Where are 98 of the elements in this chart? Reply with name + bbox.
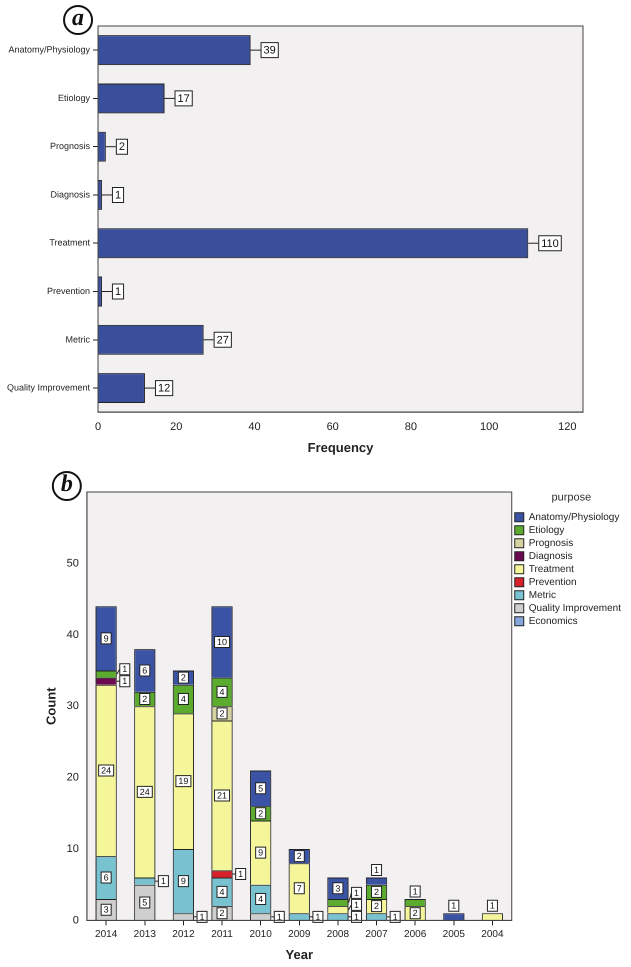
data-label: 3 (104, 904, 109, 915)
data-label: 1 (160, 876, 166, 886)
legend-label: Diagnosis (528, 550, 573, 562)
data-label: 1 (238, 868, 244, 879)
data-label: 1 (354, 888, 360, 898)
x-tick-label: 100 (480, 420, 498, 433)
data-label: 110 (541, 238, 559, 250)
x-tick-label: 0 (94, 420, 102, 433)
data-label: 21 (217, 790, 228, 800)
x-tick-label: 2005 (442, 929, 466, 940)
data-label: 9 (180, 876, 186, 886)
legend-label: Metric (528, 590, 556, 601)
legend-label: Anatomy/Physiology (528, 512, 620, 523)
data-label: 1 (114, 286, 122, 298)
legend-label: Etiology (528, 524, 564, 536)
data-label: 9 (104, 633, 109, 644)
data-label: 1 (354, 900, 360, 910)
x-tick-label: 2006 (404, 929, 427, 940)
y-tick-label: 0 (72, 914, 79, 926)
x-tick-label: 20 (170, 420, 182, 433)
data-label: 1 (354, 912, 360, 922)
data-label: 1 (412, 886, 418, 896)
legend-label: Quality Improvement (528, 602, 622, 614)
legend-label: Prognosis (528, 538, 574, 549)
x-axis-title: Year (286, 946, 314, 962)
data-label: 24 (101, 765, 112, 776)
data-label: 2 (118, 141, 125, 154)
text: b (60, 471, 73, 498)
data-label: 27 (216, 334, 229, 346)
y-tick-label: Diagnosis (50, 189, 91, 200)
data-label: 17 (178, 92, 190, 105)
legend-label: Treatment (528, 564, 574, 575)
x-tick-label: 2013 (134, 929, 156, 940)
data-label: 2 (220, 708, 225, 718)
x-axis-title: Frequency (308, 440, 374, 455)
data-label: 9 (258, 848, 264, 858)
y-tick-label: 30 (66, 700, 79, 712)
y-tick-label: 20 (66, 772, 79, 784)
y-tick-label: Metric (66, 334, 91, 344)
x-tick-label: 2014 (95, 929, 118, 940)
data-label: 2 (374, 901, 380, 912)
x-tick-label: 40 (248, 420, 261, 433)
text: a (72, 5, 84, 32)
data-label: 6 (142, 665, 148, 676)
data-label: 4 (180, 694, 186, 704)
data-label: 2 (180, 672, 186, 683)
y-tick-label: Prevention (47, 286, 90, 296)
data-label: 2 (296, 851, 302, 862)
x-tick-label: 120 (558, 420, 577, 433)
x-tick-label: 2008 (326, 929, 350, 940)
data-label: 1 (374, 865, 380, 876)
data-label: 5 (142, 898, 148, 908)
y-tick-label: Etiology (58, 92, 91, 103)
data-label: 2 (374, 886, 380, 897)
y-tick-label: 10 (66, 843, 79, 856)
data-label: 4 (220, 686, 225, 697)
data-label: 1 (122, 664, 128, 674)
data-label: 10 (217, 636, 228, 647)
y-axis-title: Count (43, 686, 58, 725)
data-label: 6 (104, 872, 109, 883)
data-label: 5 (258, 783, 264, 794)
x-tick-label: 2011 (211, 929, 234, 940)
data-label: 12 (158, 382, 170, 395)
y-tick-label: 50 (66, 557, 79, 570)
x-tick-label: 80 (404, 420, 418, 433)
data-label: 1 (200, 912, 205, 922)
x-tick-label: 2012 (172, 929, 195, 940)
x-tick-label: 2007 (365, 929, 388, 940)
y-tick-label: Treatment (49, 238, 91, 248)
data-label: 4 (220, 886, 225, 897)
data-label: 4 (258, 894, 264, 904)
y-tick-label: 40 (66, 628, 79, 641)
legend-label: Prevention (528, 576, 577, 588)
x-tick-label: 60 (326, 420, 339, 433)
data-label: 19 (178, 776, 188, 786)
data-label: 1 (122, 676, 128, 686)
y-tick-label: Quality Improvement (7, 382, 91, 393)
data-label: 1 (315, 912, 320, 922)
x-tick-label: 2009 (288, 929, 311, 940)
y-tick-label: Prognosis (50, 141, 91, 152)
data-label: 1 (276, 912, 282, 922)
data-label: 1 (114, 189, 122, 202)
legend-label: Economics (528, 616, 578, 627)
x-tick-label: 2004 (481, 929, 504, 940)
data-label: 1 (451, 900, 456, 911)
data-label: 7 (296, 883, 302, 894)
data-label: 2 (412, 908, 418, 918)
data-label: 39 (264, 44, 276, 57)
data-label: 2 (142, 694, 148, 704)
data-label: 3 (335, 883, 340, 894)
data-label: 2 (258, 808, 264, 818)
y-tick-label: Anatomy/Physiology (8, 44, 91, 55)
legend-title: purpose (551, 492, 592, 504)
data-label: 1 (490, 900, 495, 911)
data-label: 2 (220, 908, 225, 918)
data-label: 24 (140, 786, 150, 797)
data-label: 1 (392, 912, 398, 922)
x-tick-label: 2010 (250, 929, 272, 940)
